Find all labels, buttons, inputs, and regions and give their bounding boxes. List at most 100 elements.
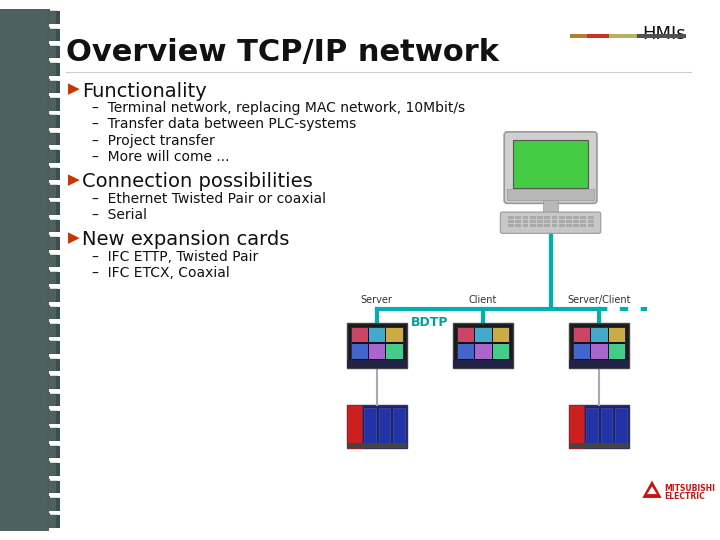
Bar (458, 328, 474, 342)
Bar (48, 63, 58, 76)
Bar (588, 224, 593, 227)
Bar (569, 405, 585, 448)
Bar (48, 167, 58, 180)
Bar (56, 29, 60, 41)
Bar (48, 394, 58, 406)
Bar (369, 345, 385, 359)
Bar (580, 224, 586, 227)
Bar (49, 249, 60, 253)
Bar (544, 224, 550, 227)
Text: Client: Client (469, 295, 497, 305)
Bar (48, 11, 58, 24)
Bar (351, 327, 402, 360)
Bar (347, 405, 407, 448)
Bar (600, 408, 613, 445)
Bar (573, 220, 579, 222)
Bar (574, 328, 590, 342)
Bar (56, 98, 60, 111)
Text: MITSUBISHI: MITSUBISHI (665, 484, 716, 494)
Bar (573, 327, 625, 360)
Bar (49, 493, 60, 496)
Bar (49, 180, 60, 183)
Bar (559, 224, 564, 227)
Bar (351, 328, 368, 342)
Bar (387, 345, 402, 359)
Bar (507, 189, 594, 200)
Bar (591, 345, 608, 359)
Bar (552, 216, 557, 219)
Bar (523, 224, 528, 227)
Bar (48, 481, 58, 493)
Bar (530, 224, 536, 227)
Bar (49, 510, 60, 514)
Bar (48, 272, 58, 285)
Bar (48, 98, 58, 111)
Bar (475, 345, 492, 359)
Text: –  Transfer data between PLC-systems: – Transfer data between PLC-systems (91, 117, 356, 131)
Bar (48, 237, 58, 249)
Bar (544, 216, 550, 219)
Text: Overview TCP/IP network: Overview TCP/IP network (66, 38, 499, 67)
Bar (49, 198, 60, 200)
Bar (56, 463, 60, 476)
Bar (48, 185, 58, 198)
Bar (49, 423, 60, 427)
Bar (56, 133, 60, 145)
Bar (56, 46, 60, 58)
Bar (49, 354, 60, 357)
Bar (537, 216, 543, 219)
Bar (56, 272, 60, 285)
Bar (608, 35, 637, 38)
FancyBboxPatch shape (504, 132, 597, 204)
Bar (49, 336, 60, 340)
Text: –  IFC ETTP, Twisted Pair: – IFC ETTP, Twisted Pair (91, 249, 258, 264)
Bar (56, 63, 60, 76)
Bar (49, 372, 60, 374)
Bar (637, 35, 685, 38)
Bar (347, 360, 407, 368)
Bar (580, 216, 586, 219)
Bar (552, 220, 557, 222)
Bar (492, 328, 509, 342)
Text: Functionality: Functionality (82, 82, 207, 100)
Bar (56, 359, 60, 372)
Bar (56, 185, 60, 198)
Bar (49, 528, 60, 531)
Bar (559, 220, 564, 222)
Bar (608, 328, 625, 342)
Bar (516, 220, 521, 222)
Bar (574, 345, 590, 359)
Text: –  Serial: – Serial (91, 208, 147, 222)
Bar (48, 376, 58, 389)
Bar (48, 116, 58, 128)
Bar (49, 24, 60, 26)
Bar (56, 167, 60, 180)
Bar (48, 515, 58, 528)
Bar (49, 406, 60, 409)
Bar (544, 220, 550, 222)
Bar (56, 150, 60, 163)
FancyBboxPatch shape (500, 212, 600, 233)
Bar (49, 93, 60, 96)
Bar (48, 80, 58, 93)
Bar (56, 202, 60, 215)
Text: ▶: ▶ (68, 82, 79, 97)
Bar (516, 224, 521, 227)
Bar (588, 35, 608, 38)
Bar (56, 11, 60, 24)
Bar (573, 216, 579, 219)
Bar (453, 323, 513, 368)
Bar (566, 224, 572, 227)
Bar (48, 307, 58, 319)
Bar (516, 216, 521, 219)
Bar (48, 254, 58, 267)
Bar (48, 150, 58, 163)
Text: ▶: ▶ (68, 231, 79, 245)
Bar (48, 463, 58, 476)
Bar (566, 216, 572, 219)
Bar (56, 481, 60, 493)
Bar (49, 389, 60, 392)
Text: New expansion cards: New expansion cards (82, 231, 289, 249)
Bar (48, 411, 58, 423)
Text: –  IFC ETCX, Coaxial: – IFC ETCX, Coaxial (91, 266, 230, 280)
